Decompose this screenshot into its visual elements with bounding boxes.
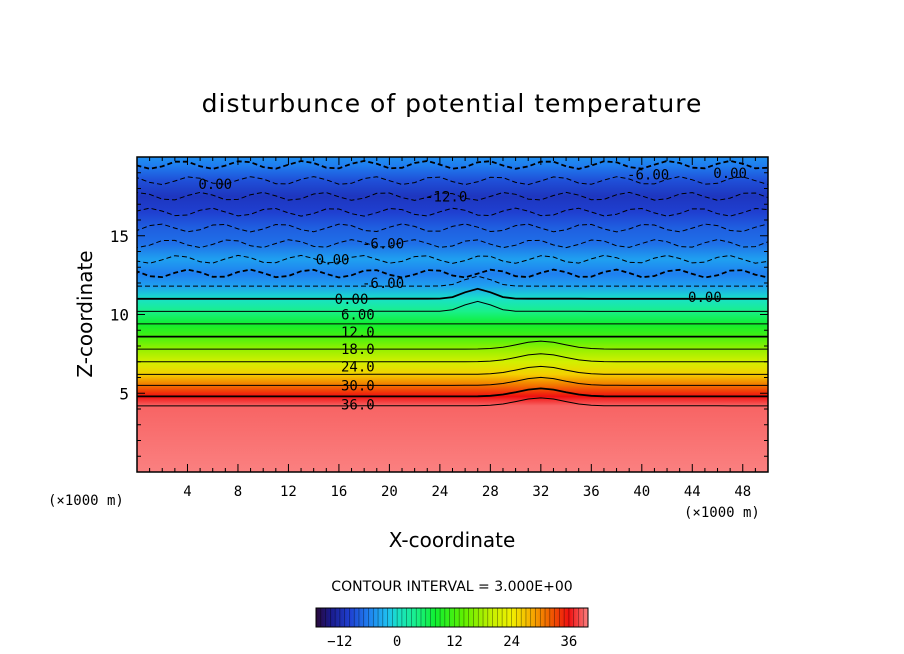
- contour-line: [137, 207, 768, 217]
- contour-label: 0.00: [335, 292, 369, 308]
- colorbar-tick-label: −12: [327, 634, 352, 650]
- contour-line: [137, 300, 768, 312]
- x-axis-label: X-coordinate: [389, 528, 516, 552]
- contour-label: 0.00: [688, 290, 722, 306]
- y-axis-label: Z-coordinate: [73, 250, 97, 377]
- contour-line: [137, 340, 768, 350]
- x-tick-label: 44: [684, 484, 701, 500]
- contour-line: [137, 365, 768, 375]
- chart-title: disturbunce of potential temperature: [202, 89, 703, 118]
- x-tick-label: 20: [381, 484, 398, 500]
- contour-label: -12.0: [425, 189, 467, 205]
- contour-label: 30.0: [341, 378, 375, 394]
- contour-interval-note: CONTOUR INTERVAL = 3.000E+00: [331, 579, 572, 595]
- contour-label: 24.0: [341, 359, 375, 375]
- x-tick-label: 32: [532, 484, 549, 500]
- x-tick-label: 4: [183, 484, 191, 500]
- colorbar-tick-label: 12: [446, 634, 463, 650]
- contour-label: 36.0: [341, 397, 375, 413]
- y-tick-label: 10: [110, 306, 129, 325]
- plot-area: [137, 157, 768, 472]
- x-tick-label: 16: [330, 484, 347, 500]
- contour-label: 6.00: [341, 308, 375, 324]
- contour-line: [137, 387, 768, 398]
- colorbar-tick-label: 0: [393, 634, 401, 650]
- x-tick-label: 8: [234, 484, 242, 500]
- x-tick-label: 12: [280, 484, 297, 500]
- x-tick-label: 28: [482, 484, 499, 500]
- contour-line: [137, 176, 768, 186]
- field-fill: [137, 157, 768, 472]
- x-tick-label: 36: [583, 484, 600, 500]
- y-axis-ticks: 5 10 15: [110, 172, 768, 457]
- x-tick-label: 48: [734, 484, 751, 500]
- x-tick-label: 40: [633, 484, 650, 500]
- contour-label: 0.00: [198, 177, 232, 193]
- colorbar-cells: [320, 608, 584, 627]
- contour-label: 18.0: [341, 342, 375, 358]
- x-axis-ticks: 4 8 12 16 20 24 28 32 36 40 44 48: [149, 157, 756, 500]
- contour-line: [137, 223, 768, 233]
- contour-line: [137, 191, 768, 201]
- contour-label: -6.00: [362, 276, 404, 292]
- x-unit-label-right: (×1000 m): [684, 505, 760, 521]
- colorbar-ticks: −12 0 12 24 36: [327, 634, 577, 650]
- colorbar: −12 0 12 24 36: [315, 607, 589, 650]
- colorbar-frame: [315, 607, 589, 628]
- contour-lines: [137, 159, 768, 407]
- contour-label: 0.00: [316, 252, 350, 268]
- y-tick-label: 15: [110, 227, 129, 246]
- x-tick-label: 24: [431, 484, 448, 500]
- contour-line: [137, 353, 768, 363]
- contour-label: -6.00: [627, 167, 669, 183]
- contour-label: 0.00: [713, 166, 747, 182]
- contour-line: [137, 397, 768, 407]
- contour-line: [137, 254, 768, 264]
- contour-line: [137, 239, 768, 249]
- contour-labels: 0.00-6.00 0.00-12.0-6.000.00-6.000.00 0.00…: [198, 166, 747, 414]
- contour-label: 12.0: [341, 325, 375, 341]
- colorbar-tick-label: 24: [503, 634, 520, 650]
- contour-label: -6.00: [362, 237, 404, 253]
- colorbar-tick-label: 36: [560, 634, 577, 650]
- contour-line: [137, 287, 768, 300]
- contour-line: [137, 159, 768, 170]
- x-unit-label-left: (×1000 m): [48, 493, 124, 509]
- colorbar-fill: [316, 608, 588, 627]
- contour-line: [137, 268, 768, 279]
- contour-line: [137, 275, 768, 287]
- y-tick-label: 5: [119, 384, 129, 403]
- contour-line: [137, 376, 768, 386]
